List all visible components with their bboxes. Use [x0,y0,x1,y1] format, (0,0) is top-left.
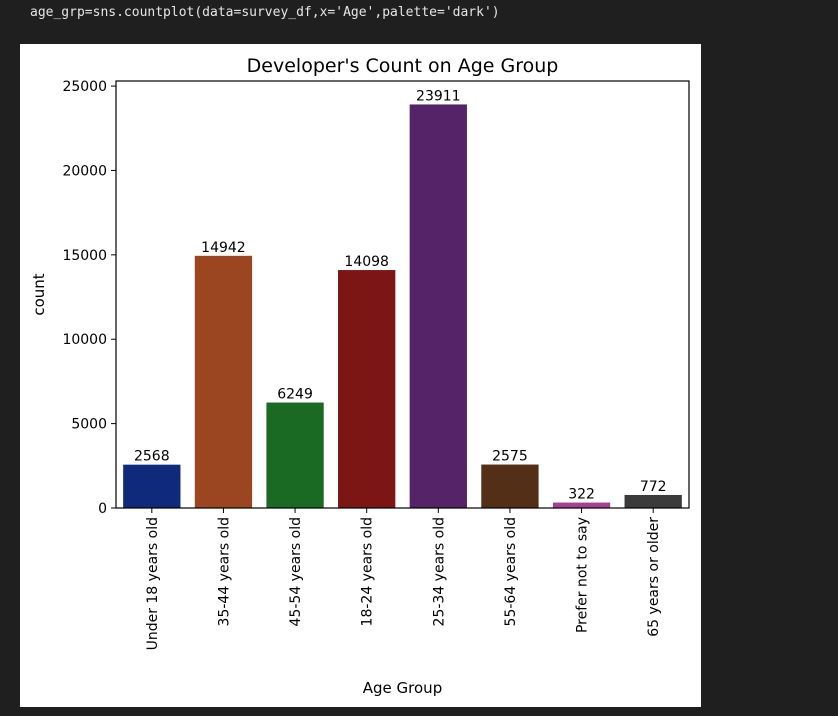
y-tick-label: 5000 [71,417,107,433]
bar-value-label: 2575 [492,449,528,465]
plot-frame [115,80,690,509]
bar-value-label: 772 [640,479,667,495]
y-tick-label: 15000 [62,248,107,264]
chart-output: 0 5000 10000 15000 20000 25000 Under 18 years… [20,44,701,707]
code-line[interactable]: age_grp=sns.countplot(data=survey_df,x='… [30,5,500,20]
bar-labels: 2568 14942 6249 14098 23911 2575 322 772 [134,88,667,502]
y-tick-label: 0 [98,501,107,517]
bar-value-label: 14098 [344,254,389,270]
bars-layer [123,104,682,508]
x-tick-label: Under 18 years old [145,517,161,650]
code-cell[interactable]: age_grp=sns.countplot(data=survey_df,x='… [0,0,838,34]
x-tick-label: Prefer not to say [575,517,591,633]
chart-title: Developer's Count on Age Group [247,55,559,77]
bar [266,402,324,508]
bar-value-label: 23911 [416,88,461,104]
bar-value-label: 322 [568,487,595,503]
x-tick-label: 45-54 years old [288,517,304,626]
y-ticks: 0 5000 10000 15000 20000 25000 [62,79,116,517]
x-tick-label: 35-44 years old [216,517,232,626]
y-tick-label: 10000 [62,332,107,348]
y-tick-label: 25000 [62,79,107,95]
bar [338,270,396,508]
y-axis-label: count [30,273,48,315]
bar [552,502,611,508]
bar-value-label: 2568 [134,449,170,465]
bar-value-label: 14942 [201,240,246,256]
bar-value-label: 6249 [277,387,313,403]
bar [481,464,539,508]
x-tick-label: 55-64 years old [503,517,519,626]
x-tick-label: 25-34 years old [431,517,447,626]
y-tick-label: 20000 [62,163,107,179]
bar [624,494,682,508]
bar [409,104,467,508]
x-tick-label: 18-24 years old [360,517,376,626]
x-ticks: Under 18 years old 35-44 years old 45-54 y… [145,508,662,650]
x-tick-label: 65 years or older [646,517,662,637]
bar [194,255,253,508]
x-axis-label: Age Group [363,679,442,697]
bar [123,464,181,508]
countplot-chart: 0 5000 10000 15000 20000 25000 Under 18 years… [30,55,690,697]
